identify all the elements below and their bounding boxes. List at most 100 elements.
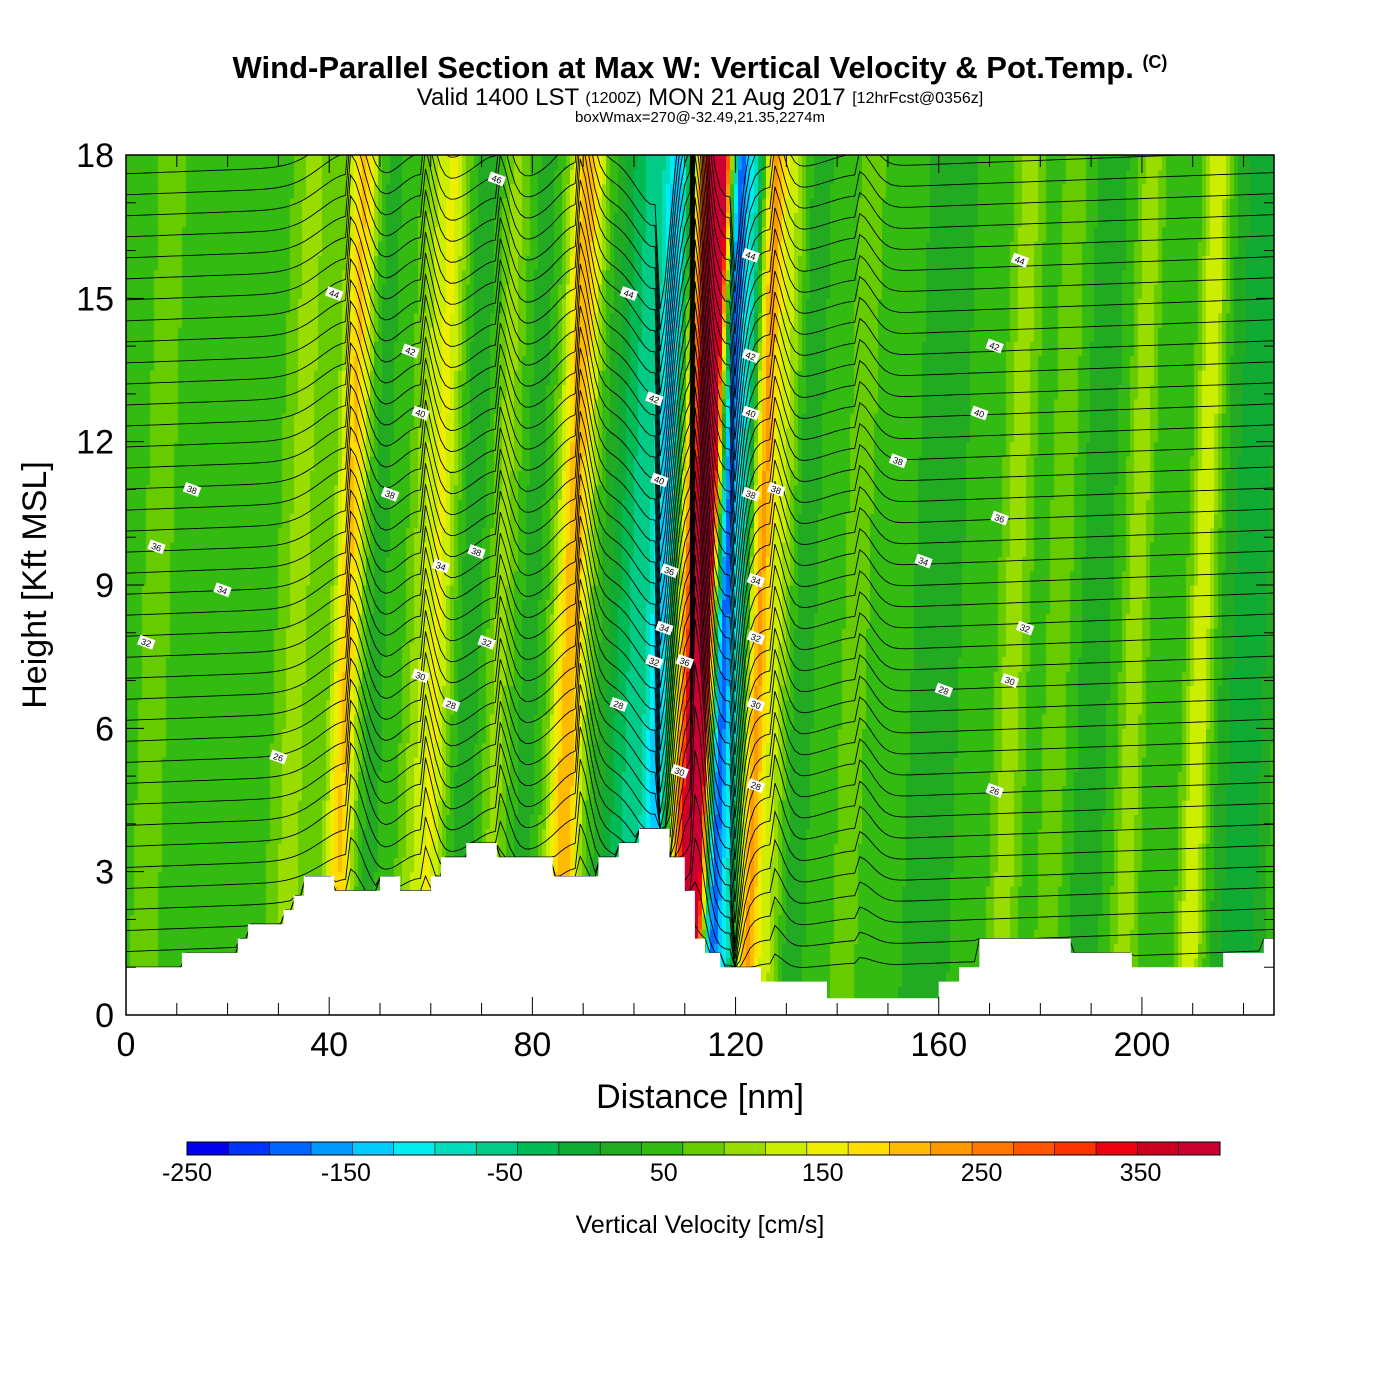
w-cell xyxy=(1246,943,1251,959)
w-cell xyxy=(1122,914,1127,930)
w-cell xyxy=(170,886,175,901)
w-cell xyxy=(126,771,131,787)
w-cell xyxy=(910,771,915,787)
w-cell xyxy=(226,943,231,959)
w-cell xyxy=(1098,900,1103,916)
w-cell xyxy=(1038,800,1043,815)
w-cell xyxy=(642,800,647,815)
w-cell xyxy=(282,886,287,901)
w-cell xyxy=(866,972,871,987)
w-cell xyxy=(1098,785,1103,801)
w-cell xyxy=(218,771,223,787)
w-cell xyxy=(946,785,951,801)
w-cell xyxy=(934,857,939,873)
w-cell xyxy=(1270,828,1274,844)
w-cell xyxy=(342,771,347,787)
w-cell xyxy=(950,857,955,873)
w-cell xyxy=(454,828,459,844)
w-cell xyxy=(982,886,987,901)
w-cell xyxy=(1102,871,1107,887)
w-cell xyxy=(606,800,611,815)
w-cell xyxy=(726,871,731,887)
w-cell xyxy=(766,900,771,916)
w-cell xyxy=(922,986,927,1002)
w-cell xyxy=(1146,886,1151,901)
w-cell xyxy=(498,800,503,815)
w-cell xyxy=(902,800,907,815)
title-main: Wind-Parallel Section at Max W: Vertical… xyxy=(232,50,1134,85)
w-cell xyxy=(874,857,879,873)
w-cell xyxy=(1158,943,1163,959)
w-cell xyxy=(306,843,311,858)
w-cell xyxy=(302,828,307,844)
w-cell xyxy=(298,771,303,787)
w-cell xyxy=(1118,814,1123,830)
w-cell xyxy=(222,943,227,959)
w-cell xyxy=(890,828,895,844)
w-cell xyxy=(834,886,839,901)
w-cell xyxy=(214,843,219,858)
w-cell xyxy=(510,828,515,844)
w-cell xyxy=(1022,857,1027,873)
w-cell xyxy=(126,828,131,844)
w-cell xyxy=(1202,771,1207,787)
w-cell xyxy=(410,857,415,873)
w-cell xyxy=(794,943,799,959)
w-cell xyxy=(1114,900,1119,916)
w-cell xyxy=(810,843,815,858)
w-cell xyxy=(418,785,423,801)
w-cell xyxy=(418,871,423,887)
w-cell xyxy=(946,771,951,787)
w-cell xyxy=(970,886,975,901)
w-cell xyxy=(882,957,887,973)
w-cell xyxy=(746,814,751,830)
w-cell xyxy=(718,800,723,815)
w-cell xyxy=(298,871,303,887)
w-cell xyxy=(890,972,895,987)
w-cell xyxy=(402,828,407,844)
w-cell xyxy=(258,871,263,887)
w-cell xyxy=(778,886,783,901)
w-cell xyxy=(742,843,747,858)
w-cell xyxy=(826,785,831,801)
w-cell xyxy=(590,800,595,815)
w-cell xyxy=(858,972,863,987)
w-cell xyxy=(1150,957,1155,973)
w-cell xyxy=(1146,857,1151,873)
w-cell xyxy=(1222,943,1227,959)
w-cell xyxy=(1066,886,1071,901)
w-cell xyxy=(1214,785,1219,801)
w-cell xyxy=(454,800,459,815)
w-cell xyxy=(918,986,923,1002)
w-cell xyxy=(242,785,247,801)
w-cell xyxy=(818,843,823,858)
w-cell xyxy=(1138,814,1143,830)
w-cell xyxy=(206,929,211,944)
w-cell xyxy=(166,843,171,858)
w-cell xyxy=(1146,914,1151,930)
w-cell xyxy=(802,972,807,987)
w-cell xyxy=(218,843,223,858)
w-cell xyxy=(642,771,647,787)
w-cell xyxy=(578,828,583,844)
w-cell xyxy=(250,900,255,916)
w-cell xyxy=(218,757,223,772)
w-cell xyxy=(270,814,275,830)
w-cell xyxy=(258,785,263,801)
w-cell xyxy=(942,886,947,901)
w-cell xyxy=(1074,900,1079,916)
w-cell xyxy=(1170,886,1175,901)
w-cell xyxy=(1054,900,1059,916)
w-cell xyxy=(262,914,267,930)
w-cell xyxy=(698,814,703,830)
w-cell xyxy=(382,800,387,815)
w-cell xyxy=(982,800,987,815)
w-cell xyxy=(914,800,919,815)
w-cell xyxy=(1234,871,1239,887)
w-cell xyxy=(146,957,151,973)
w-cell xyxy=(998,900,1003,916)
w-cell xyxy=(1158,957,1163,973)
w-cell xyxy=(290,828,295,844)
w-cell xyxy=(978,843,983,858)
w-cell xyxy=(926,814,931,830)
